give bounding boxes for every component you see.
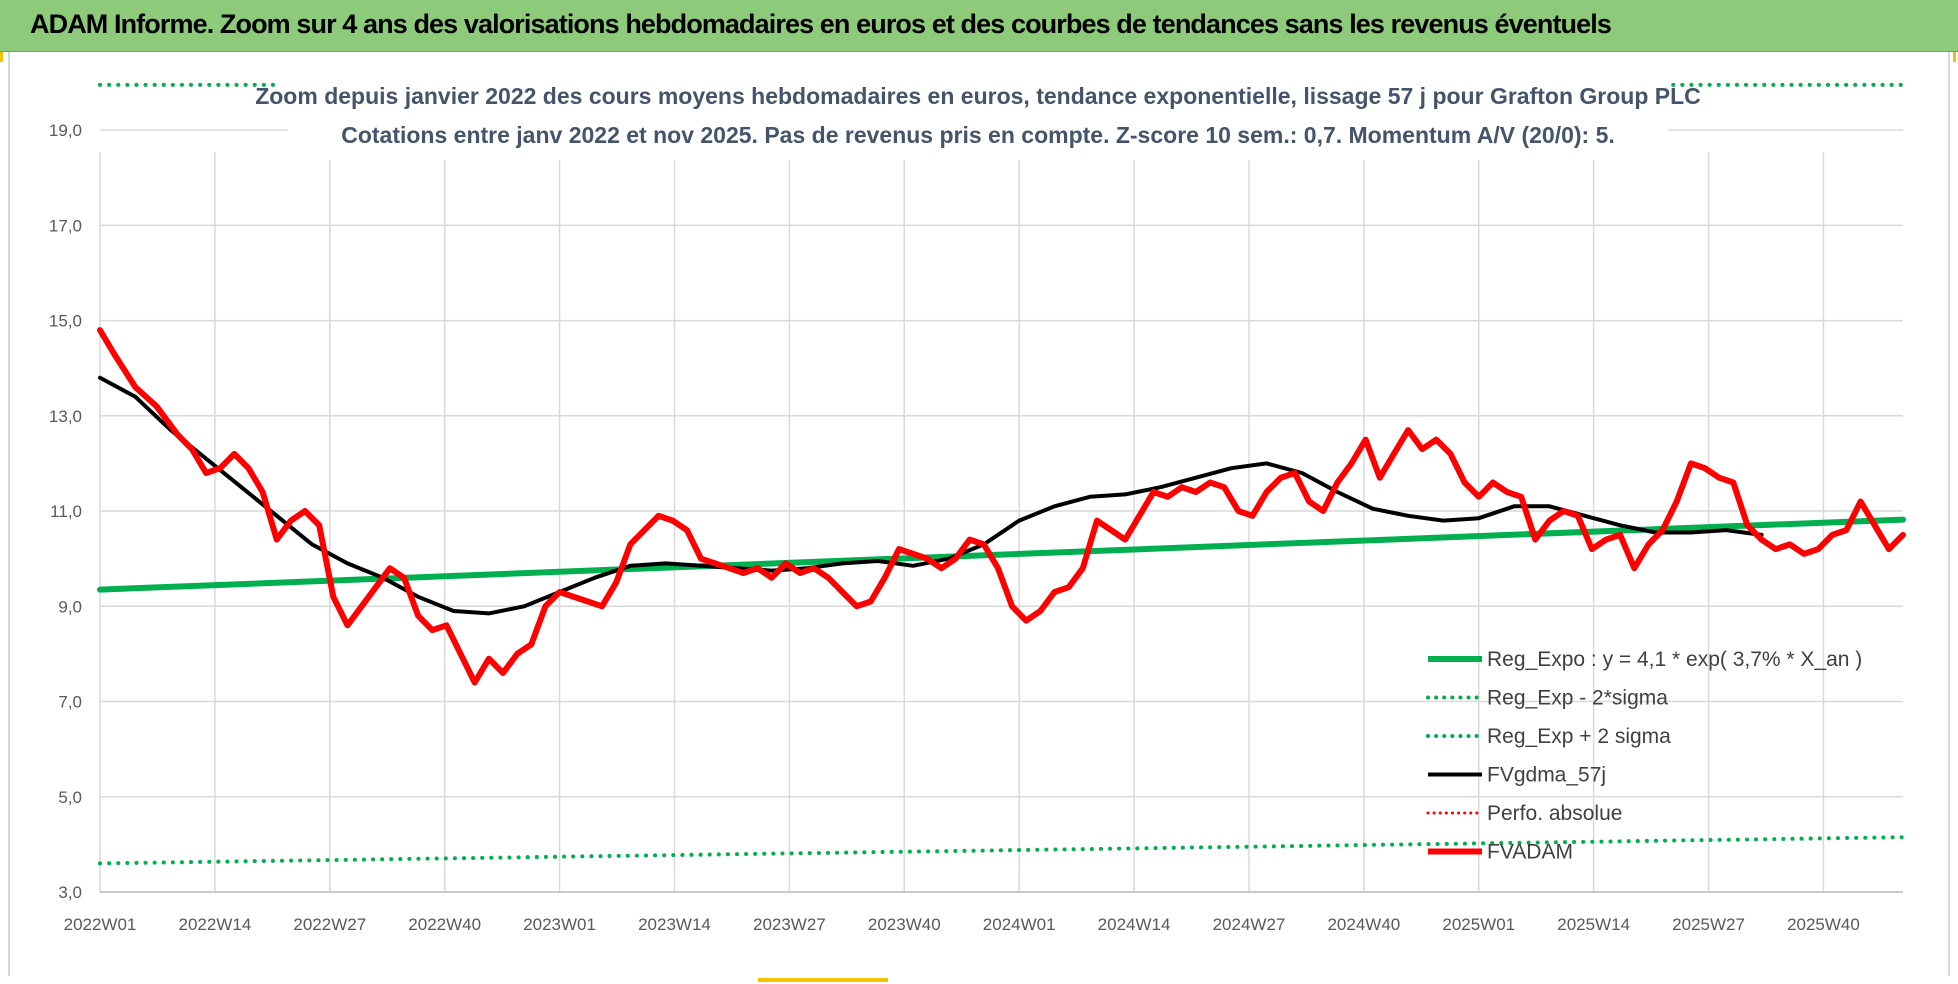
y-tick-label: 19,0 — [49, 121, 82, 140]
x-tick-label: 2024W27 — [1213, 915, 1286, 934]
y-tick-label: 5,0 — [58, 788, 82, 807]
x-tick-label: 2024W01 — [983, 915, 1056, 934]
y-tick-label: 9,0 — [58, 597, 82, 616]
y-tick-label: 17,0 — [49, 216, 82, 235]
x-tick-label: 2022W40 — [408, 915, 481, 934]
edge-mark-left — [0, 52, 3, 62]
subtitle-box — [288, 72, 1668, 160]
y-tick-label: 3,0 — [58, 883, 82, 902]
x-tick-label: 2023W14 — [638, 915, 711, 934]
report-title: ADAM Informe. Zoom sur 4 ans des valoris… — [30, 9, 1612, 39]
y-axis: 3,0 5,0 7,0 9,0 11,0 13,0 15,0 17,0 19,0 — [49, 121, 82, 902]
x-tick-label: 2025W40 — [1787, 915, 1860, 934]
x-tick-label: 2024W40 — [1327, 915, 1400, 934]
x-tick-label: 2022W01 — [64, 915, 137, 934]
legend-label: Reg_Exp + 2 sigma — [1487, 725, 1671, 748]
chart-legend: Reg_Expo : y = 4,1 * exp( 3,7% * X_an ) R… — [1426, 648, 1862, 864]
x-axis: 2022W01 2022W14 2022W27 2022W40 2023W01 2023W… — [64, 891, 1903, 934]
x-tick-label: 2022W14 — [179, 915, 252, 934]
x-tick-label: 2023W40 — [868, 915, 941, 934]
legend-label: Reg_Exp - 2*sigma — [1487, 687, 1668, 710]
x-tick-label: 2022W27 — [293, 915, 366, 934]
x-tick-label: 2024W14 — [1098, 915, 1171, 934]
legend-label: Reg_Expo : y = 4,1 * exp( 3,7% * X_an ) — [1487, 648, 1862, 671]
series-lines — [97, 82, 1906, 866]
x-tick-label: 2025W27 — [1672, 915, 1745, 934]
legend-label: FVgdma_57j — [1487, 764, 1606, 787]
y-tick-label: 11,0 — [50, 502, 82, 521]
x-tick-label: 2023W01 — [523, 915, 596, 934]
chart-frame — [8, 52, 1950, 976]
x-tick-label: 2025W14 — [1557, 915, 1630, 934]
legend-label: Perfo. absolue — [1487, 802, 1622, 825]
x-tick-label: 2025W01 — [1442, 915, 1515, 934]
legend-label: FVADAM — [1487, 841, 1573, 864]
edge-mark-right — [1953, 52, 1956, 62]
series-fvadam — [97, 327, 1906, 686]
series-reg-minus-2sigma — [98, 835, 1905, 866]
y-tick-label: 13,0 — [49, 407, 82, 426]
x-tick-label: 2023W27 — [753, 915, 826, 934]
edge-mark-bottom — [758, 978, 888, 982]
chart-subtitle-line1: Zoom depuis janvier 2022 des cours moyen… — [255, 83, 1701, 109]
grid-lines — [99, 129, 1903, 893]
y-tick-label: 15,0 — [49, 312, 82, 331]
y-tick-label: 7,0 — [58, 693, 82, 712]
report-banner: ADAM Informe. Zoom sur 4 ans des valoris… — [0, 0, 1958, 52]
chart-subtitle-line2: Cotations entre janv 2022 et nov 2025. P… — [341, 122, 1615, 148]
